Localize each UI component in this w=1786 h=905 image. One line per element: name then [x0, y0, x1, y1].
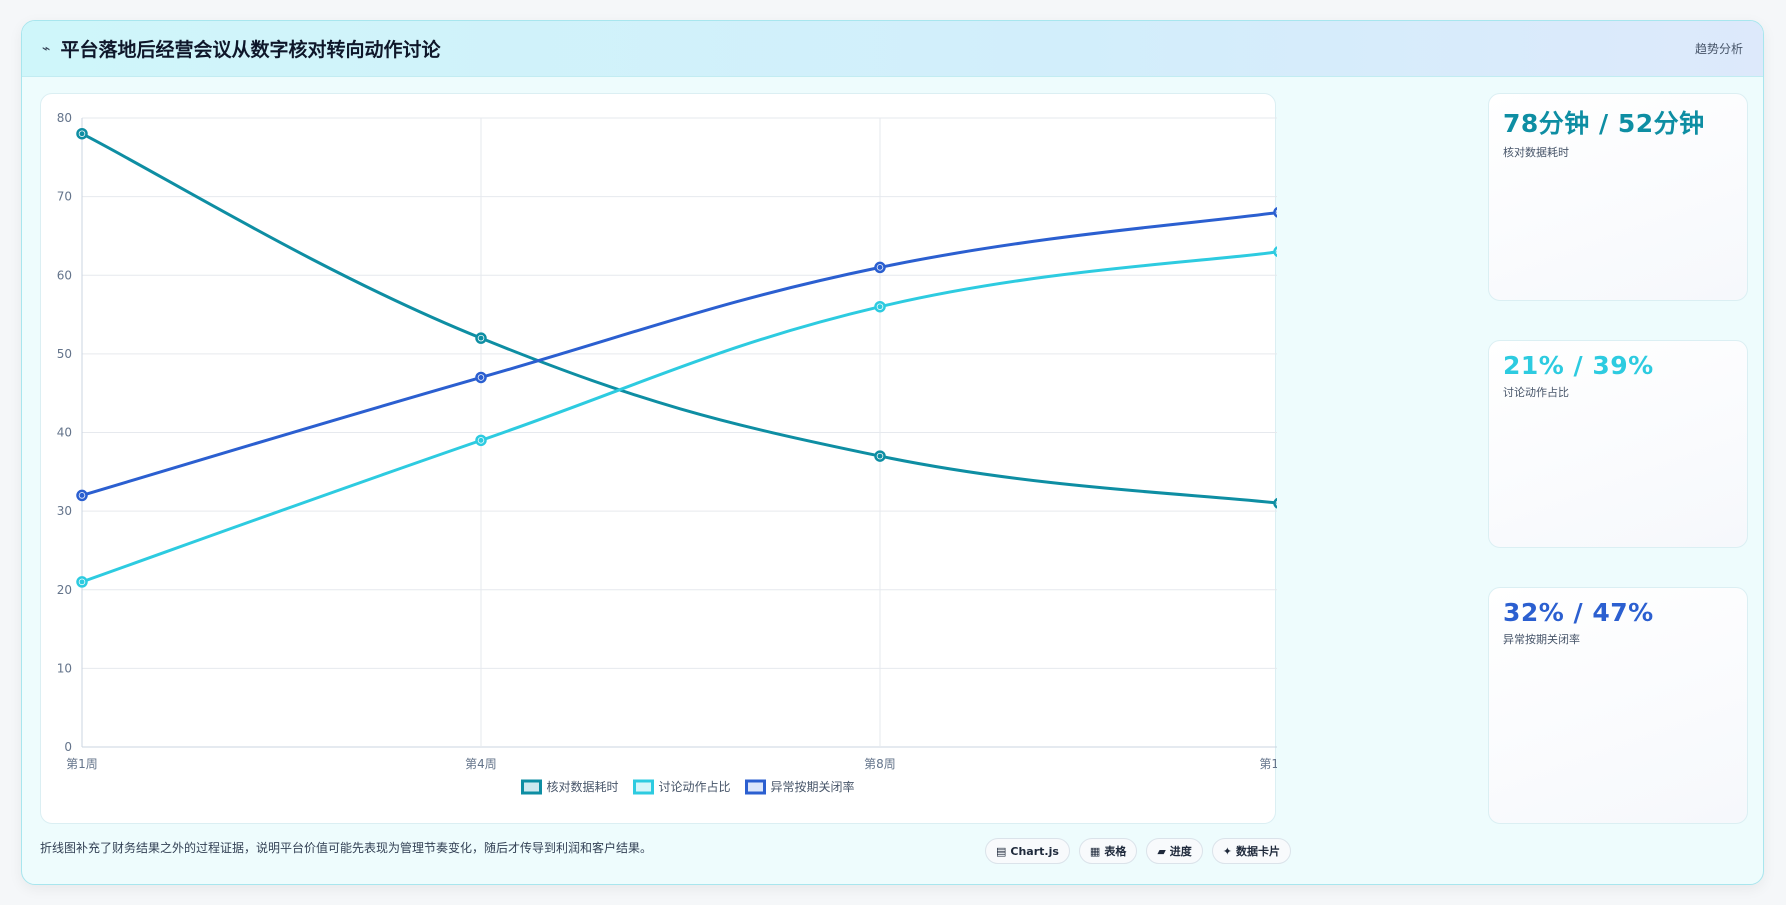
kpi-label: 异常按期关闭率 — [1503, 633, 1580, 646]
data-point — [1273, 206, 1277, 218]
legend-label: 异常按期关闭率 — [771, 779, 855, 794]
legend-swatch — [745, 779, 766, 795]
data-point-core — [877, 453, 883, 459]
data-point — [1273, 246, 1277, 258]
chip-table[interactable]: ▦ 表格 — [1078, 838, 1138, 864]
chart-panel: 0 10 20 30 40 50 60 70 80 第1周 第4周 第8周 第12周核对数据耗时 讨论动作… — [40, 93, 1277, 824]
data-point-core — [478, 374, 484, 380]
kpi-value: 32% / 47% — [1503, 598, 1654, 627]
y-tick-label: 30 — [57, 504, 72, 518]
legend-swatch — [521, 779, 542, 795]
progress-icon: ▰ — [1157, 844, 1166, 858]
chip-label: 数据卡片 — [1236, 845, 1281, 858]
data-point-core — [1276, 210, 1277, 214]
y-tick-label: 50 — [57, 347, 72, 361]
card-header: ⌁ 平台落地后经营会议从数字核对转向动作讨论 趋势分析 — [22, 21, 1763, 77]
x-tick-label: 第4周 — [465, 757, 497, 771]
data-point-core — [79, 579, 85, 585]
chip-label: Chart.js — [1010, 844, 1059, 858]
kpi-card-verify-time: 78分钟 / 52分钟 核对数据耗时 — [1488, 93, 1748, 301]
x-tick-label: 第8周 — [864, 757, 896, 771]
line-chart: 0 10 20 30 40 50 60 70 80 第1周 第4周 第8周 第12周核对数据耗时 讨论动作… — [57, 111, 1277, 795]
y-tick-label: 0 — [64, 740, 72, 754]
y-tick-label: 20 — [57, 583, 72, 597]
data-point-core — [79, 492, 85, 498]
table-icon: ▦ — [1089, 844, 1101, 858]
series-line-2 — [80, 211, 1277, 497]
chip-label: 进度 — [1169, 845, 1192, 858]
x-tick-label: 第1周 — [66, 757, 98, 771]
data-point-core — [1276, 250, 1277, 254]
y-tick-label: 10 — [57, 661, 72, 675]
y-tick-label: 40 — [57, 426, 72, 440]
legend-swatch — [633, 779, 654, 795]
tag-chips: ▤ Chart.js ▦ 表格 ▰ 进度 ✦ 数据卡片 — [985, 838, 1292, 864]
data-point-core — [877, 304, 883, 310]
card-title: 平台落地后经营会议从数字核对转向动作讨论 — [60, 39, 441, 61]
data-point-core — [877, 264, 883, 270]
data-card-icon: ✦ — [1222, 844, 1233, 858]
chart-icon: ▤ — [996, 844, 1007, 858]
kpi-value: 78分钟 / 52分钟 — [1503, 109, 1705, 138]
kpi-card-close-rate: 32% / 47% 异常按期关闭率 — [1488, 587, 1748, 824]
kpi-label: 讨论动作占比 — [1503, 386, 1569, 399]
kpi-value: 21% / 39% — [1503, 351, 1654, 380]
data-point-core — [79, 131, 85, 137]
x-tick-label: 第12周 — [1259, 757, 1277, 771]
data-point — [1273, 497, 1277, 509]
chart-footnote: 折线图补充了财务结果之外的过程证据，说明平台价值可能先表现为管理节奏变化，随后才… — [40, 841, 653, 855]
legend-label: 讨论动作占比 — [659, 779, 731, 794]
y-tick-label: 80 — [57, 111, 72, 125]
data-point-core — [1276, 501, 1277, 505]
kpi-card-discussion-share: 21% / 39% 讨论动作占比 — [1488, 340, 1748, 548]
chip-chartjs[interactable]: ▤ Chart.js — [985, 838, 1070, 864]
data-point-core — [478, 437, 484, 443]
chip-label: 表格 — [1104, 845, 1127, 858]
legend-label: 核对数据耗时 — [547, 779, 619, 794]
y-tick-label: 70 — [57, 190, 72, 204]
y-tick-label: 60 — [57, 268, 72, 282]
header-tag: 趋势分析 — [1694, 42, 1743, 56]
chart-card: ⌁ 平台落地后经营会议从数字核对转向动作讨论 趋势分析 0 10 20 30 40 50 6… — [21, 20, 1764, 885]
kpi-label: 核对数据耗时 — [1503, 146, 1569, 159]
series-line-0 — [80, 132, 1277, 505]
chip-data-card[interactable]: ✦ 数据卡片 — [1211, 838, 1292, 864]
data-point-core — [478, 335, 484, 341]
chip-progress[interactable]: ▰ 进度 — [1146, 838, 1203, 864]
trend-line-icon: ⌁ — [42, 40, 51, 57]
series-line-1 — [80, 250, 1277, 584]
